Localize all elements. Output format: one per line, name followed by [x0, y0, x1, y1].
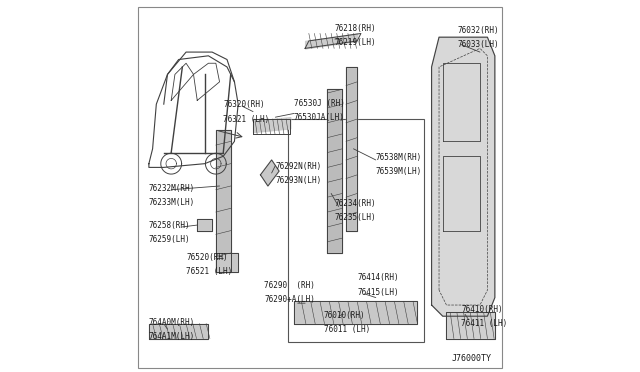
Polygon shape [216, 253, 238, 272]
Text: 76234(RH): 76234(RH) [335, 199, 376, 208]
Text: 76293N(LH): 76293N(LH) [275, 176, 322, 185]
Text: 76410(RH): 76410(RH) [461, 305, 503, 314]
Text: 76538M(RH): 76538M(RH) [376, 153, 422, 161]
Text: 76290  (RH): 76290 (RH) [264, 281, 315, 290]
Text: 76235(LH): 76235(LH) [335, 213, 376, 222]
Text: 76530JA(LH): 76530JA(LH) [294, 113, 345, 122]
Text: J76000TY: J76000TY [451, 354, 491, 363]
Text: 76521 (LH): 76521 (LH) [186, 267, 232, 276]
Text: 76539M(LH): 76539M(LH) [376, 167, 422, 176]
Text: 764A1M(LH): 764A1M(LH) [149, 332, 195, 341]
Polygon shape [197, 219, 212, 231]
Polygon shape [431, 37, 495, 316]
Text: 76292N(RH): 76292N(RH) [275, 162, 322, 171]
Text: 76415(LH): 76415(LH) [357, 288, 399, 296]
Text: 76321 (LH): 76321 (LH) [223, 115, 269, 124]
Polygon shape [260, 160, 279, 186]
Text: 76411 (LH): 76411 (LH) [461, 319, 508, 328]
Text: 76233M(LH): 76233M(LH) [149, 198, 195, 207]
Text: 76032(RH): 76032(RH) [458, 26, 499, 35]
Text: 76414(RH): 76414(RH) [357, 273, 399, 282]
Polygon shape [149, 324, 209, 339]
Text: 76033(LH): 76033(LH) [458, 40, 499, 49]
Text: 76530J (RH): 76530J (RH) [294, 99, 345, 108]
Text: 76258(RH): 76258(RH) [149, 221, 191, 230]
Polygon shape [447, 312, 495, 339]
Text: 76520(RH): 76520(RH) [186, 253, 228, 262]
Text: 76320(RH): 76320(RH) [223, 100, 265, 109]
Text: 76259(LH): 76259(LH) [149, 235, 191, 244]
Text: 76290+A(LH): 76290+A(LH) [264, 295, 315, 304]
Text: 76010(RH): 76010(RH) [324, 311, 365, 320]
Text: 76219(LH): 76219(LH) [335, 38, 376, 47]
Bar [289, 119, 424, 342]
Text: 76232M(RH): 76232M(RH) [149, 184, 195, 193]
Text: 764A0M(RH): 764A0M(RH) [149, 318, 195, 327]
Text: 76218(RH): 76218(RH) [335, 24, 376, 33]
Text: 76011 (LH): 76011 (LH) [324, 325, 370, 334]
